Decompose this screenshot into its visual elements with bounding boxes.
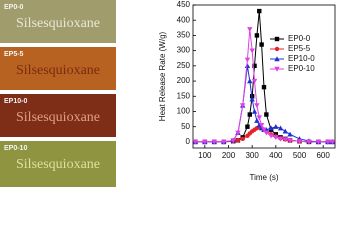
legend-marker (274, 56, 280, 62)
marker (192, 139, 199, 145)
marker (247, 78, 253, 84)
marker (244, 57, 251, 63)
x-axis-label: Time (s) (249, 173, 278, 182)
marker (211, 139, 217, 145)
line (195, 11, 333, 143)
marker (254, 103, 260, 109)
photo-text: Silsesquioxane (16, 16, 100, 31)
legend-marker (274, 46, 280, 52)
marker (273, 124, 279, 129)
marker (247, 27, 253, 33)
marker (282, 128, 288, 134)
marker (273, 135, 279, 141)
marker (277, 136, 284, 142)
y-tick-label: 100 (177, 107, 191, 116)
legend-label: EP0-10 (288, 64, 315, 73)
marker (230, 138, 236, 144)
photo-text: Silsesquioxane (16, 157, 100, 172)
x-tick-label: 500 (293, 151, 307, 160)
y-tick-label: 400 (177, 15, 191, 24)
photo (0, 94, 116, 137)
x-tick-label: 100 (198, 151, 212, 160)
marker (277, 125, 284, 131)
marker (247, 112, 252, 117)
y-tick-label: 150 (177, 91, 191, 100)
marker (282, 137, 288, 143)
marker (329, 139, 336, 145)
marker (235, 130, 241, 136)
y-tick-label: 450 (177, 0, 191, 9)
marker (251, 78, 258, 84)
marker (325, 139, 331, 145)
marker (306, 139, 312, 145)
legend-marker (274, 66, 280, 72)
photo-label: EP5-5 (4, 51, 24, 58)
marker (245, 124, 250, 129)
photo-label: EP10-0 (4, 98, 27, 105)
marker (259, 42, 264, 47)
photo (0, 47, 116, 90)
y-tick-label: 0 (186, 137, 191, 146)
marker (256, 115, 262, 121)
marker (202, 139, 208, 145)
marker (263, 130, 270, 136)
marker (251, 108, 258, 114)
photo-text: Silsesquioxane (16, 63, 100, 78)
y-tick-label: 300 (177, 46, 191, 55)
photo (0, 0, 116, 43)
marker (258, 122, 265, 128)
marker (244, 63, 251, 69)
marker (296, 139, 303, 145)
photo-label: EP0-0 (4, 4, 24, 11)
y-tick-label: 250 (177, 61, 191, 70)
y-tick-label: 200 (177, 76, 191, 85)
marker (235, 138, 241, 143)
y-tick-label: 350 (177, 31, 191, 40)
photo (0, 141, 116, 187)
marker (257, 8, 262, 14)
x-tick-label: 300 (245, 151, 259, 160)
marker (315, 139, 322, 145)
photo-label: EP0-10 (4, 145, 27, 152)
x-tick-label: 200 (222, 151, 236, 160)
marker (249, 96, 255, 102)
photo-panel (0, 0, 116, 187)
legend-label: EP0-0 (288, 34, 311, 43)
legend-label: EP5-5 (288, 44, 311, 53)
marker (264, 112, 269, 117)
marker (254, 117, 260, 123)
legend-marker (274, 36, 280, 42)
marker (287, 131, 293, 137)
marker (240, 103, 246, 109)
marker (261, 127, 267, 133)
legend-label: EP10-0 (288, 54, 315, 63)
marker (256, 122, 262, 128)
plot-frame (192, 4, 336, 149)
photo-text: Silsesquioxane (16, 110, 100, 125)
y-axis-label: Heat Release Rate (W/g) (158, 31, 167, 121)
marker (240, 136, 245, 142)
marker (268, 125, 274, 131)
marker (261, 84, 267, 90)
marker (268, 133, 274, 139)
x-tick-label: 600 (316, 151, 330, 160)
y-tick-label: 50 (181, 122, 190, 131)
figure: EP0-0 Silsesquioxane EP5-5 Silsesquioxane EP… (0, 0, 336, 187)
marker (287, 138, 293, 144)
marker (221, 139, 227, 145)
marker (249, 48, 255, 54)
x-tick-label: 400 (269, 151, 283, 160)
marker (252, 63, 257, 69)
marker (254, 33, 260, 38)
